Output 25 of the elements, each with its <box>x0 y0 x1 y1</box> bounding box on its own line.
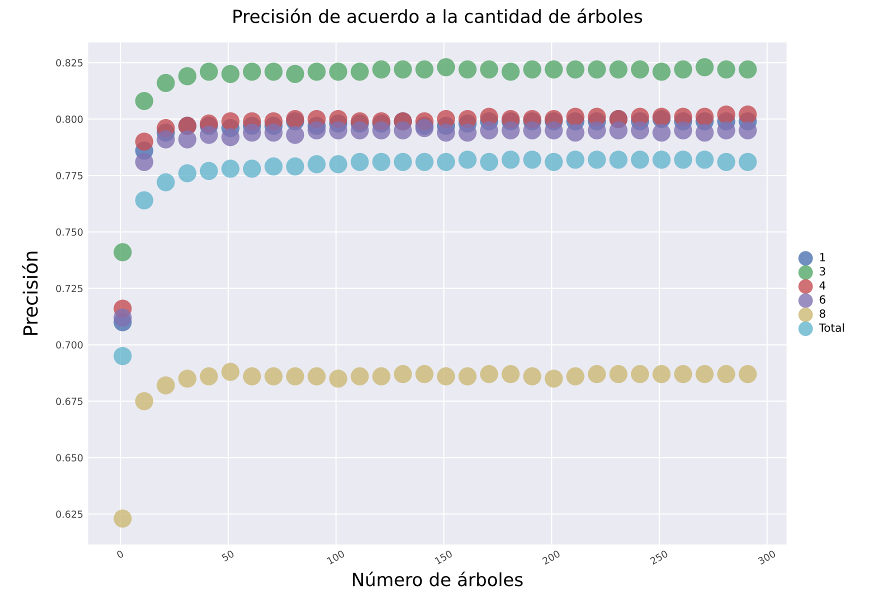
x-tick-label: 100 <box>326 550 345 565</box>
chart-title: Precisión de acuerdo a la cantidad de árboles <box>234 8 642 24</box>
x-tick-label: 200 <box>542 550 561 565</box>
legend-label: 6 <box>820 295 826 304</box>
y-tick-label: 0.625 <box>56 510 82 518</box>
x-axis-title: Número de árboles <box>353 572 523 586</box>
legend-label: 8 <box>820 309 826 318</box>
y-tick-label: 0.650 <box>56 454 83 462</box>
y-tick-label: 0.825 <box>56 59 82 66</box>
x-tick-label: 300 <box>758 550 776 565</box>
x-tick-label: 0 <box>116 550 124 559</box>
legend-label: Total <box>818 323 844 332</box>
legend-label: 3 <box>820 267 826 276</box>
x-tick-label: 50 <box>221 550 234 562</box>
y-axis-title: Precisión <box>22 252 38 335</box>
y-tick-label: 0.775 <box>56 172 82 180</box>
y-tick-label: 0.750 <box>56 228 83 236</box>
legend-label: 1 <box>820 253 825 262</box>
x-tick-label: 250 <box>650 550 668 565</box>
y-tick-label: 0.675 <box>56 398 82 406</box>
legend-label: 4 <box>819 281 826 290</box>
y-tick-label: 0.700 <box>56 341 83 349</box>
x-tick-label: 150 <box>434 550 453 565</box>
y-tick-label: 0.725 <box>56 284 82 292</box>
y-tick-label: 0.800 <box>56 116 83 123</box>
